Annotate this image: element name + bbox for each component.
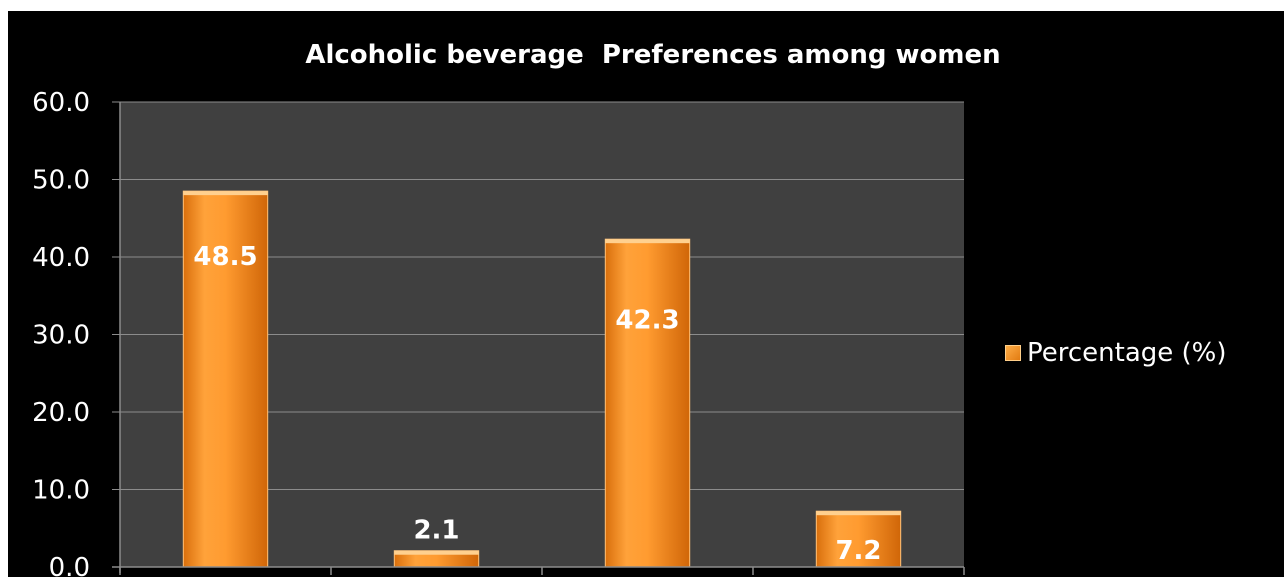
- bar: [182, 190, 269, 568]
- y-tick-label: 60.0: [32, 88, 90, 118]
- y-tick-label: 0.0: [49, 553, 90, 577]
- legend-label: Percentage (%): [1027, 338, 1227, 368]
- data-label: 42.3: [615, 305, 679, 335]
- bar-highlight: [183, 191, 268, 196]
- bar: [604, 238, 691, 568]
- legend-swatch: [1005, 345, 1021, 361]
- data-labels: 48.5 2.1 42.3 7.2: [193, 242, 881, 566]
- bar: [815, 510, 902, 568]
- y-tick-label: 40.0: [32, 243, 90, 273]
- x-axis: [112, 102, 965, 575]
- y-tick-label: 50.0: [32, 166, 90, 196]
- bars: [182, 190, 902, 568]
- bar-highlight: [816, 511, 901, 516]
- y-tick-label: 30.0: [32, 321, 90, 351]
- data-label: 2.1: [413, 516, 459, 546]
- y-tick-label: 20.0: [32, 398, 90, 428]
- y-tick-label: 10.0: [32, 476, 90, 506]
- chart-title: Alcoholic beverage Preferences among wom…: [305, 40, 1001, 70]
- data-label: 48.5: [193, 242, 257, 272]
- legend: Percentage (%): [1005, 338, 1227, 368]
- y-axis-ticks: 0.0 10.0 20.0 30.0 40.0 50.0 60.0: [32, 88, 90, 577]
- bar-highlight: [605, 239, 690, 244]
- data-label: 7.2: [835, 536, 881, 566]
- bar-highlight: [394, 550, 479, 555]
